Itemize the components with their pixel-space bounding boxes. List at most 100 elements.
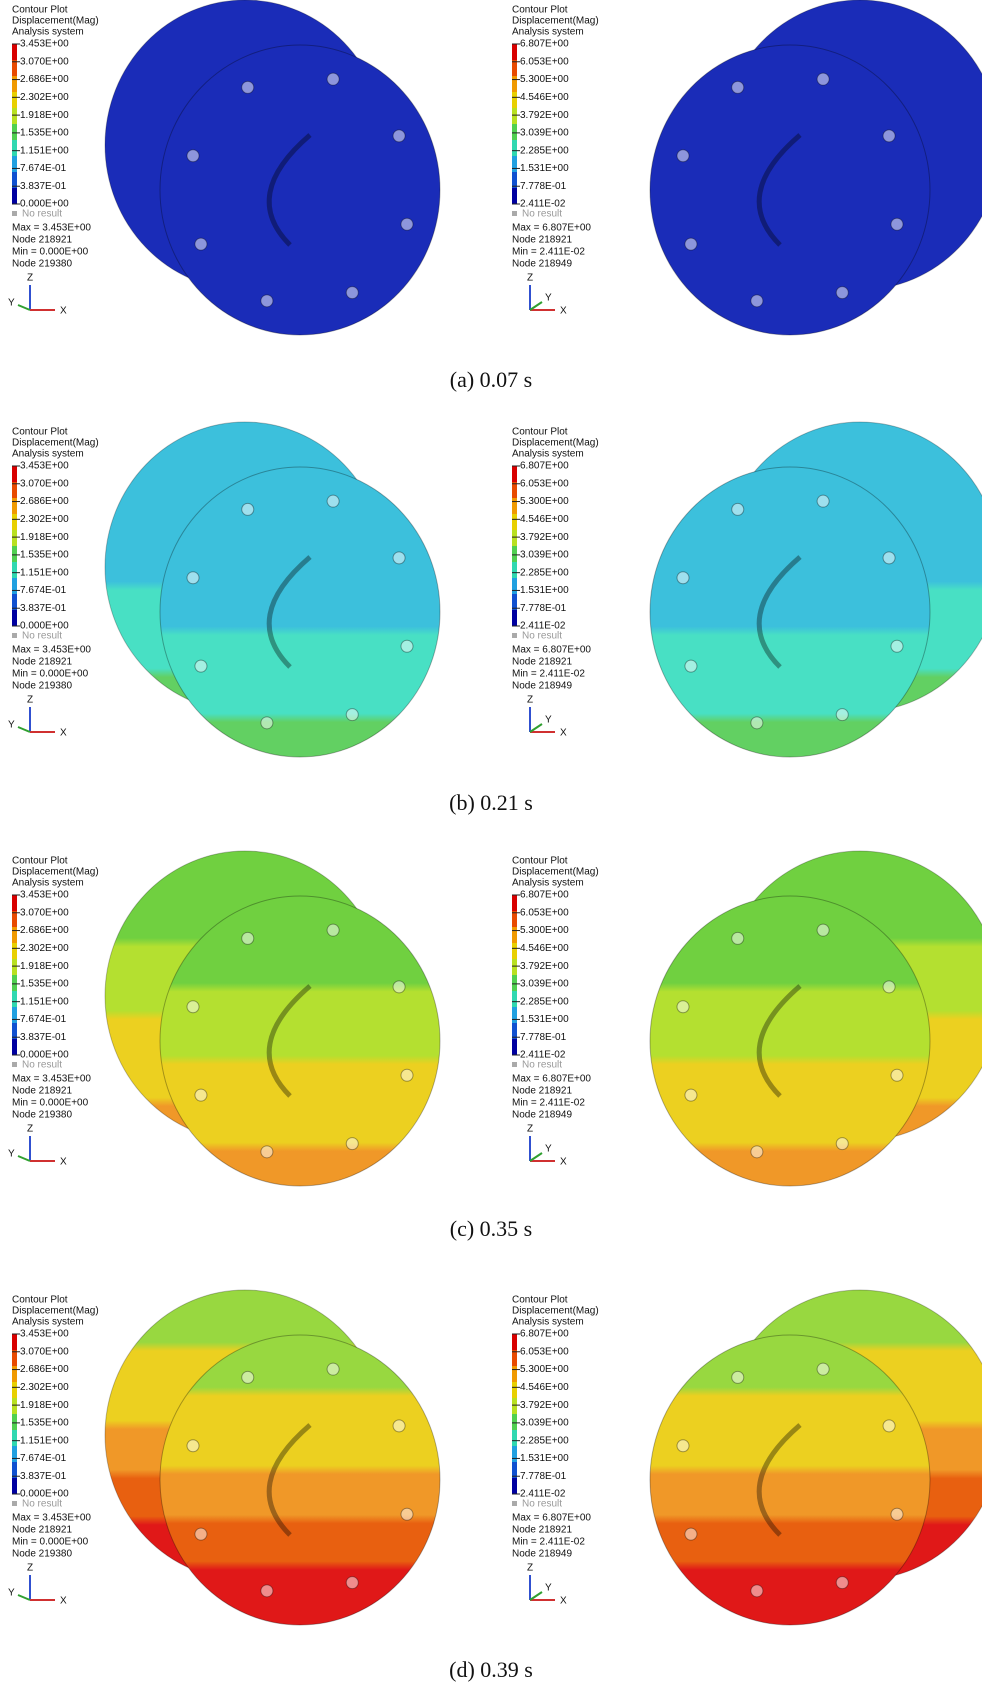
axis-label: Z [27,695,33,706]
no-result-swatch [12,211,17,216]
bolt-hole [891,218,903,230]
legend-stat: Node 219380 [12,1549,72,1560]
legend-stat: Min = 2.411E-02 [512,1537,585,1548]
color-bar-segment [12,1398,17,1414]
bolt-hole [242,503,254,515]
color-bar-segment [512,594,517,610]
color-bar-segment [512,610,517,626]
legend-level: 3.837E-01 [20,181,67,192]
color-bar-segment [512,578,517,594]
axis-label: Z [527,273,533,284]
legend-level: 3.039E+00 [520,550,569,561]
color-bar-segment [512,188,517,204]
legend-level: 1.531E+00 [520,1014,569,1025]
legend-level: 2.302E+00 [20,92,69,103]
legend-level: 2.285E+00 [520,145,569,156]
legend-stat: Max = 3.453E+00 [12,645,91,656]
color-bar-segment [12,498,17,514]
legend-level: 6.053E+00 [520,478,569,489]
legend-level: 3.039E+00 [520,1418,569,1429]
color-bar-segment [12,172,17,188]
result-panel: Contour PlotDisplacement(Mag)Analysis sy… [8,1290,440,1625]
axis-label: Z [527,695,533,706]
axis-label: Z [527,1563,533,1574]
axis-label: Y [545,293,552,304]
legend-level: 4.546E+00 [520,92,569,103]
axis-label: X [60,306,67,317]
color-bar-segment [12,92,17,108]
color-bar-segment [12,44,17,60]
color-bar-segment [512,124,517,140]
color-bar-segment [12,1382,17,1398]
caption: (a) 0.07 s [450,367,532,392]
legend-stat: Node 218921 [512,1086,572,1097]
legend-title: Displacement(Mag) [12,1306,99,1317]
legend-level: 1.535E+00 [20,1418,69,1429]
legend-level: 3.792E+00 [520,110,569,121]
axis-y [530,302,542,310]
color-bar-segment [512,895,517,911]
legend-level: 3.039E+00 [520,979,569,990]
color-bar-segment [512,1398,517,1414]
legend-title: Contour Plot [12,5,68,16]
color-bar-segment [12,594,17,610]
legend-title: Analysis system [512,878,584,889]
color-bar-segment [512,1366,517,1382]
no-result-swatch [512,1501,517,1506]
bolt-hole [346,1577,358,1589]
flange-front [650,896,930,1186]
legend-level: 1.151E+00 [20,567,69,578]
bolt-hole [327,924,339,936]
bolt-hole [401,218,413,230]
color-bar-segment [512,1334,517,1350]
legend-level: 1.918E+00 [20,532,69,543]
legend-stat: Node 218949 [512,259,572,270]
no-result-swatch [12,633,17,638]
legend-title: Contour Plot [12,427,68,438]
axis-label: Y [8,720,15,731]
legend-level: 4.546E+00 [520,943,569,954]
axis-label: X [60,1157,67,1168]
legend-level: 1.531E+00 [520,585,569,596]
legend-level: 1.918E+00 [20,1400,69,1411]
caption: (b) 0.21 s [449,790,533,815]
bolt-hole [836,1138,848,1150]
legend-level: 2.285E+00 [520,567,569,578]
no-result: No result [22,1060,62,1071]
color-bar-segment [512,1039,517,1055]
legend-level: 2.285E+00 [520,996,569,1007]
axis-label: Z [27,273,33,284]
legend-level: 4.546E+00 [520,1382,569,1393]
bolt-hole [817,1363,829,1375]
result-panel: Contour PlotDisplacement(Mag)Analysis sy… [512,1290,982,1625]
legend-stat: Node 218921 [12,1525,72,1536]
axis-y [18,305,30,310]
legend-stat: Min = 2.411E-02 [512,669,585,680]
legend-title: Analysis system [12,1317,84,1328]
color-bar-segment [12,60,17,76]
color-bar-segment [512,140,517,156]
color-bar-segment [512,1462,517,1478]
legend-level: 1.918E+00 [20,110,69,121]
flange-front [160,467,440,757]
legend-title: Displacement(Mag) [512,438,599,449]
color-bar-segment [512,466,517,482]
bolt-hole [817,495,829,507]
bolt-hole [677,150,689,162]
bolt-hole [883,130,895,142]
bolt-hole [751,1146,763,1158]
legend-level: 5.300E+00 [520,1364,569,1375]
bolt-hole [732,932,744,944]
legend-level: 3.453E+00 [20,39,69,50]
color-bar-segment [12,991,17,1007]
legend-level: 3.792E+00 [520,961,569,972]
flange-front [160,1335,440,1625]
legend-level: 3.039E+00 [520,128,569,139]
legend-stat: Node 219380 [12,259,72,270]
axis-label: Z [27,1563,33,1574]
caption: (c) 0.35 s [450,1216,532,1241]
legend-level: 3.070E+00 [20,1346,69,1357]
page: {"legends": { "left": {"title": ["Contou… [0,0,982,1688]
bolt-hole [187,150,199,162]
axis-label: X [560,306,567,317]
